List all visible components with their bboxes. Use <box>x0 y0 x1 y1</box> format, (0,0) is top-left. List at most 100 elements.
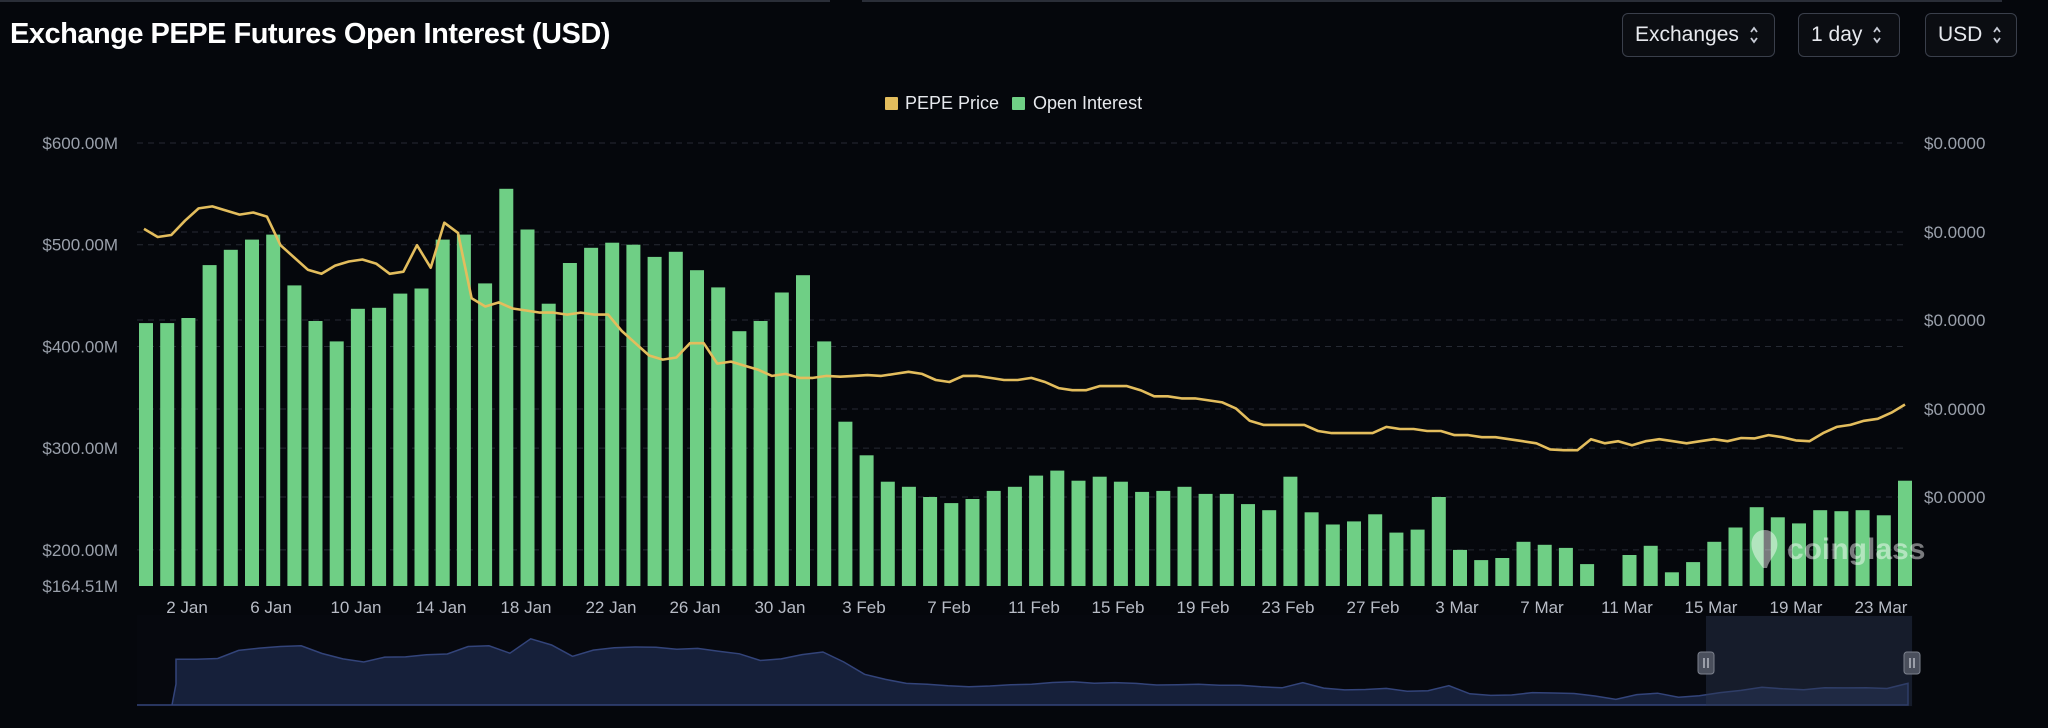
open-interest-bar <box>1431 497 1446 586</box>
open-interest-bar <box>266 234 281 586</box>
open-interest-bar <box>478 283 493 586</box>
open-interest-bar <box>499 188 514 587</box>
legend-swatch-oi <box>1012 97 1025 110</box>
x-axis-tick: 7 Feb <box>927 598 970 617</box>
y-axis-left-tick: $200.00M <box>42 541 118 560</box>
open-interest-bar <box>456 234 471 586</box>
open-interest-bar <box>1643 545 1658 586</box>
open-interest-bar <box>1050 470 1065 586</box>
pepe-price-line <box>143 205 1906 452</box>
x-axis-tick: 11 Feb <box>1008 598 1060 617</box>
open-interest-bar <box>605 242 620 586</box>
x-axis-tick: 30 Jan <box>754 598 805 617</box>
x-axis-tick: 2 Jan <box>166 598 208 617</box>
x-axis-tick: 19 Mar <box>1770 598 1823 617</box>
range-navigator[interactable] <box>137 615 1921 707</box>
open-interest-bar <box>1410 529 1425 586</box>
open-interest-bar <box>1495 558 1510 586</box>
open-interest-bar <box>1792 523 1806 586</box>
open-interest-bar <box>1728 527 1743 586</box>
x-axis-tick: 23 Feb <box>1262 598 1315 617</box>
open-interest-bar <box>1156 490 1171 586</box>
x-axis-tick: 18 Jan <box>500 598 551 617</box>
open-interest-bar <box>817 341 832 586</box>
open-interest-bar <box>1707 541 1722 586</box>
interval-select-label: 1 day <box>1811 23 1863 46</box>
open-interest-bar <box>1537 544 1552 586</box>
open-interest-bar <box>1516 541 1531 586</box>
y-axis-left-tick: $300.00M <box>42 439 118 458</box>
legend-label-price: PEPE Price <box>905 93 999 113</box>
open-interest-bar <box>1347 521 1361 586</box>
x-axis-tick: 23 Mar <box>1855 598 1908 617</box>
open-interest-bar <box>944 503 959 586</box>
y-axis-right-tick: $0.0000 <box>1924 134 1985 153</box>
open-interest-bar <box>245 239 259 586</box>
chart-legend: PEPE Price Open Interest <box>885 93 1142 113</box>
top-divider-left <box>0 0 830 2</box>
open-interest-bar <box>690 270 704 586</box>
legend-label-oi: Open Interest <box>1033 93 1142 113</box>
currency-select[interactable]: USD <box>1925 13 2017 57</box>
legend-swatch-price <box>885 97 898 110</box>
open-interest-bar <box>435 239 450 586</box>
open-interest-bar <box>308 321 323 586</box>
open-interest-bar <box>1177 486 1192 586</box>
open-interest-bar <box>350 308 365 586</box>
open-interest-bar <box>711 287 726 586</box>
open-interest-bar <box>880 481 895 586</box>
drag-handle-icon <box>1903 651 1921 675</box>
y-axis-right-tick: $0.0000 <box>1924 223 1985 242</box>
open-interest-bar <box>774 292 789 586</box>
x-axis-tick: 10 Jan <box>330 598 381 617</box>
open-interest-bar <box>202 265 217 586</box>
x-axis-tick: 3 Mar <box>1435 598 1479 617</box>
navigator-handle-right[interactable] <box>1903 651 1921 675</box>
exchanges-select[interactable]: Exchanges <box>1622 13 1775 57</box>
open-interest-bar <box>1389 532 1404 586</box>
open-interest-bar <box>562 263 577 586</box>
open-interest-bar <box>923 497 938 586</box>
open-interest-bar <box>223 249 238 587</box>
open-interest-bar <box>1241 504 1255 586</box>
x-axis-tick: 19 Feb <box>1177 598 1230 617</box>
open-interest-bar <box>584 247 599 587</box>
open-interest-bar <box>393 293 408 586</box>
x-axis-tick: 26 Jan <box>669 598 720 617</box>
open-interest-bar <box>414 288 429 586</box>
open-interest-bar <box>1898 480 1912 586</box>
open-interest-bar <box>1071 480 1086 586</box>
open-interest-bar <box>1325 524 1340 586</box>
open-interest-bar <box>1749 507 1764 586</box>
open-interest-bar <box>1686 562 1701 586</box>
x-axis-tick: 15 Mar <box>1685 598 1738 617</box>
open-interest-bar <box>1770 517 1785 586</box>
open-interest-bar <box>1029 475 1044 586</box>
top-divider-right <box>862 0 2002 2</box>
open-interest-bar <box>1580 564 1595 586</box>
open-interest-bar <box>1855 510 1870 586</box>
open-interest-bar <box>647 256 662 586</box>
open-interest-bar <box>1453 549 1467 586</box>
x-axis-tick: 22 Jan <box>585 598 636 617</box>
open-interest-bar <box>1813 510 1828 586</box>
navigator-selection <box>1706 616 1912 706</box>
open-interest-bar <box>139 323 153 586</box>
navigator-handle-left[interactable] <box>1697 651 1715 675</box>
open-interest-bar <box>1558 547 1573 586</box>
interval-select[interactable]: 1 day <box>1798 13 1900 57</box>
open-interest-bar <box>329 341 344 586</box>
open-interest-bar <box>1876 515 1891 586</box>
navigator-area <box>137 637 1909 706</box>
open-interest-bar <box>838 421 853 586</box>
open-interest-bar <box>1262 510 1277 586</box>
open-interest-bar <box>287 285 302 586</box>
sort-arrows-icon <box>1750 26 1758 44</box>
watermark-text: coinglass <box>1787 533 1925 566</box>
open-interest-bar <box>732 331 747 586</box>
x-axis-tick: 7 Mar <box>1520 598 1564 617</box>
y-axis-left-tick: $164.51M <box>42 577 118 596</box>
open-interest-bar <box>1113 481 1128 586</box>
exchanges-select-label: Exchanges <box>1635 23 1739 46</box>
